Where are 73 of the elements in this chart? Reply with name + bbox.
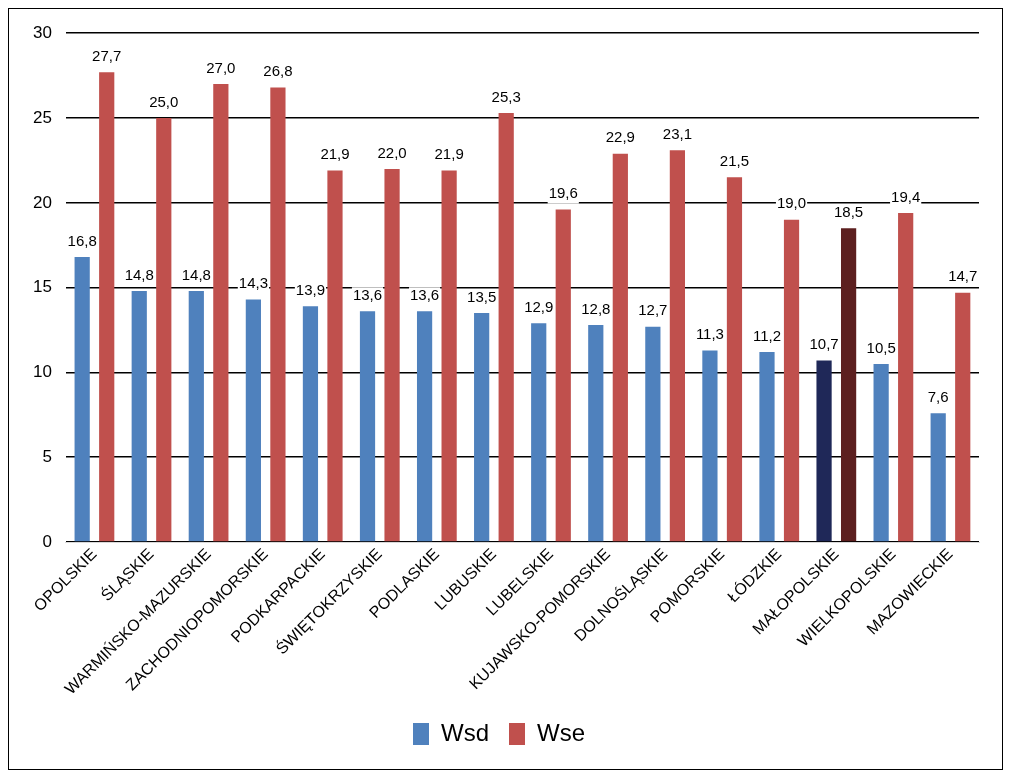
data-label: 19,4 (891, 187, 921, 205)
data-label: 25,0 (149, 92, 179, 110)
data-label: 27,7 (92, 46, 122, 64)
bar (669, 150, 685, 542)
bar (930, 413, 946, 542)
data-label: 16,8 (67, 231, 97, 249)
bar (588, 324, 604, 542)
data-label: 18,5 (834, 202, 864, 220)
data-label: 10,5 (866, 338, 896, 356)
bar (759, 352, 775, 542)
data-label: 13,9 (295, 280, 326, 298)
data-label: 13,5 (467, 287, 497, 305)
data-label: 13,6 (352, 286, 383, 304)
data-label: 25,3 (491, 87, 521, 105)
bar (359, 311, 376, 542)
data-label: 13,6 (409, 286, 440, 304)
bar (898, 212, 914, 542)
bar (213, 84, 229, 542)
bar (156, 118, 172, 542)
data-label: 22,9 (605, 128, 635, 146)
data-label: 14,7 (948, 267, 978, 285)
data-label: 19,6 (548, 184, 578, 202)
bar (612, 153, 628, 542)
y-tick-label: 25 (32, 107, 52, 127)
bar (441, 170, 457, 542)
y-tick-label: 0 (42, 531, 52, 551)
bar (702, 350, 718, 542)
bar (99, 72, 115, 542)
data-label: 11,2 (752, 326, 782, 344)
bar (840, 228, 857, 542)
data-label: 21,9 (320, 145, 350, 163)
bar (955, 292, 971, 542)
bar (188, 291, 204, 542)
y-tick-label: 10 (32, 362, 52, 382)
bar (498, 112, 514, 542)
data-label: 14,3 (238, 274, 268, 292)
data-label: 14,8 (124, 265, 154, 283)
y-tick-label: 20 (32, 192, 52, 212)
bar (245, 299, 261, 542)
bar (816, 360, 832, 542)
data-label: 10,7 (809, 335, 839, 353)
data-label: 12,7 (638, 301, 668, 319)
data-label: 26,8 (263, 62, 293, 80)
data-label: 21,9 (434, 145, 464, 163)
data-label: 23,1 (662, 124, 692, 142)
data-label: 11,3 (695, 325, 724, 343)
data-label: 14,8 (181, 265, 211, 283)
data-label: 21,5 (719, 152, 750, 170)
data-label: 12,8 (581, 299, 611, 317)
bar (873, 363, 889, 542)
bar (555, 209, 571, 542)
y-tick-label: 30 (32, 22, 52, 42)
data-label: 27,0 (206, 58, 236, 76)
legend-label: Wse (537, 718, 585, 746)
data-label: 22,0 (377, 143, 407, 161)
data-label: 19,0 (776, 194, 807, 212)
bar (783, 219, 800, 542)
bar (416, 311, 433, 542)
bar (726, 177, 743, 542)
bar (131, 291, 147, 542)
bar (645, 326, 661, 542)
bar (327, 170, 343, 542)
bar (302, 306, 319, 542)
legend-label: Wsd (441, 718, 489, 746)
bar (270, 87, 286, 542)
bar (74, 257, 90, 542)
data-label: 12,9 (524, 297, 554, 315)
bar (384, 168, 400, 542)
data-label: 7,6 (927, 387, 949, 405)
y-tick-label: 15 (32, 277, 52, 297)
y-tick-label: 5 (42, 446, 52, 466)
bar (474, 313, 490, 542)
bar (531, 323, 547, 542)
